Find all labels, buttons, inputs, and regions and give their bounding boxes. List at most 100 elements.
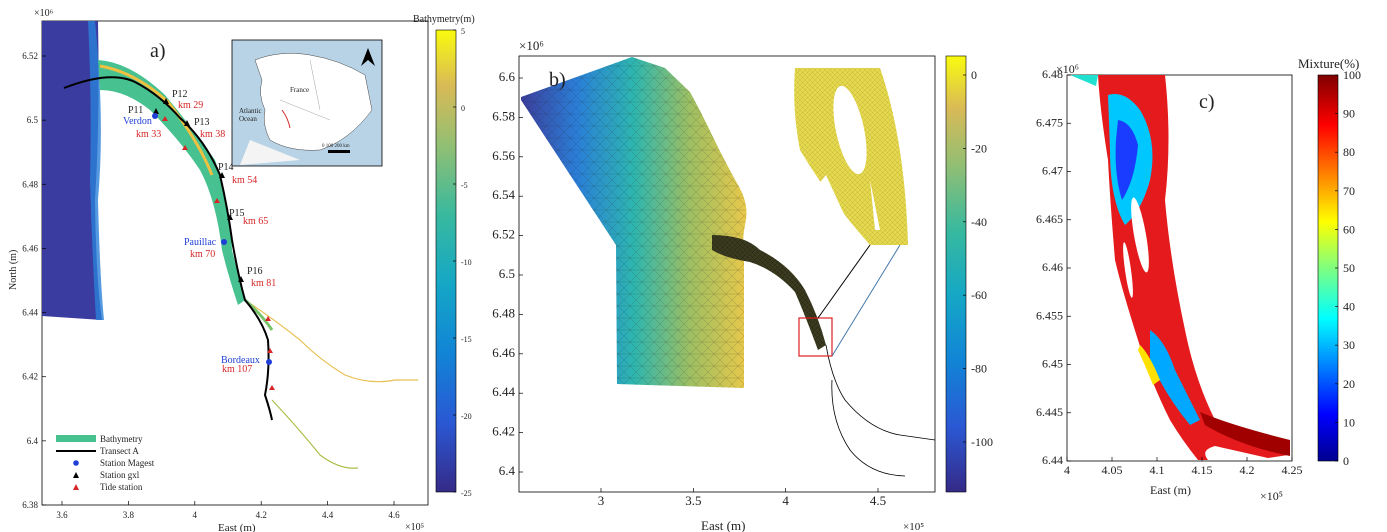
y-tick-label: 6.4 [27,436,39,446]
x-tick-label: 4 [193,510,198,520]
panel-b-label: b) [549,69,566,91]
panel-b: b) ×10⁶ ×10⁵ East (m) 3 3.5 4 4.5 6.4 6.42 6.4… [492,38,993,532]
place-pauillac: Pauillac [184,237,217,248]
tide-station-markers [162,116,275,390]
station-km-p16: km 81 [251,278,276,289]
station-p14 [219,172,225,178]
x-tick-label: 3.8 [123,510,135,520]
panel-c-colorbar-title: Mixture(%) [1298,56,1359,71]
colorbar-tick-label: 0 [461,104,465,113]
transect-a-line [63,76,273,421]
legend-label-transect: Transect A [100,446,139,456]
panel-a-exponent-x: ×10⁵ [405,522,424,532]
panel-b-zoom-box [798,317,833,357]
panel-c-xlabel: East (m) [1150,483,1191,497]
station-p16 [238,276,244,282]
place-pauillac-km: km 70 [190,249,215,260]
x-tick-label: 4.4 [322,510,334,520]
colorbar-tick-label: -5 [461,181,468,190]
y-tick-label: 6.52 [22,51,38,61]
station-p11 [153,108,159,114]
y-tick-label: 6.48 [1042,67,1063,81]
station-p15 [227,214,233,220]
north-arrow-icon [361,48,375,66]
legend-swatch-tide [73,484,79,490]
station-km-p12: km 29 [178,100,203,111]
colorbar-tick-label: 100 [1343,68,1361,82]
colorbar-tick-label: 30 [1343,338,1355,352]
panel-b-zoom-connector-2 [831,244,901,357]
x-tick-label: 3 [598,493,605,508]
legend-label-magest: Station Magest [100,458,155,468]
magest-station-markers [152,113,272,365]
panel-a-colorbar-title: Bathymetry(m) [413,14,475,25]
panel-a-legend: Bathymetry Transect A Station Magest Sta… [56,434,155,492]
station-label-p12: P12 [172,89,188,100]
panel-a: P11 P12 km 29 P13 km 38 P14 km 54 P15 km… [8,8,475,532]
y-tick-label: 6.445 [1036,405,1063,419]
colorbar-tick-label: 0 [1343,454,1349,468]
station-p13 [184,120,190,126]
colorbar-tick-label: 70 [1343,184,1355,198]
x-tick-label: 3.6 [56,510,68,520]
colorbar-tick-label: -100 [971,435,993,449]
panel-b-exponent-x: ×10⁵ [903,521,924,532]
colorbar-tick-label: -20 [971,141,987,155]
y-tick-label: 6.45 [1042,357,1063,371]
colorbar-tick-label: -25 [461,489,472,498]
colorbar-tick-label: -10 [461,258,472,267]
panel-c-exponent-y: ×10⁶ [1056,62,1079,76]
panel-c: c) ×10⁶ ×10⁵ East (m) Mixture(%) 4 4.05 4.… [1036,56,1361,503]
panel-b-colorbar [945,55,967,493]
inset-label-ocean-2: Ocean [239,115,257,123]
y-tick-label: 6.42 [492,424,515,439]
legend-label-gxl: Station gxl [100,470,140,480]
inset-label-ocean-1: Atlantic [239,107,262,115]
colorbar-tick-label: 0 [971,68,977,82]
panel-b-xlabel: East (m) [701,518,745,532]
panel-a-river-dordogne [271,399,359,469]
legend-label-tide: Tide station [100,482,143,492]
y-tick-label: 6.42 [22,372,38,382]
panel-a-xlabel: East (m) [218,522,256,532]
legend-label-bathymetry: Bathymetry [100,434,143,444]
panel-a-inset-map: France Atlantic Ocean 0 100 200 km [231,39,383,167]
panel-a-label: a) [150,40,166,62]
station-p12 [163,98,169,104]
colorbar-tick-label: 90 [1343,107,1355,121]
y-tick-label: 6.475 [1036,115,1063,129]
station-label-p16: P16 [247,266,263,277]
colorbar-tick-label: -20 [461,412,472,421]
y-tick-label: 6.46 [1042,260,1063,274]
panel-a-exponent-y: ×10⁶ [34,8,54,19]
y-tick-label: 6.46 [492,345,515,360]
y-tick-label: 6.46 [22,243,38,253]
station-label-p15: P15 [229,208,245,219]
y-tick-label: 6.54 [492,187,515,202]
legend-swatch-gxl [73,472,79,478]
colorbar-tick-label: 80 [1343,145,1355,159]
y-tick-label: 6.58 [492,108,515,123]
panel-b-river-lines [825,344,936,477]
colorbar-tick-label: 20 [1343,377,1355,391]
panel-c-label: c) [1199,91,1215,113]
x-tick-label: 4.25 [1282,463,1303,477]
y-tick-label: 6.48 [492,305,515,320]
place-verdon-km: km 33 [136,129,161,140]
y-tick-label: 6.38 [22,500,38,510]
panel-b-zoom-inset [794,68,908,245]
legend-swatch-magest [73,460,79,466]
x-tick-label: 4.6 [388,510,400,520]
inset-scale-label: 0 100 200 km [322,144,350,149]
panel-b-exponent-y: ×10⁶ [519,38,544,53]
colorbar-tick-label: -40 [971,215,987,229]
inset-scale-bar [328,150,350,153]
station-label-p13: P13 [194,117,210,128]
y-tick-label: 6.48 [22,179,38,189]
y-tick-label: 6.455 [1036,308,1063,322]
colorbar-tick-label: -80 [971,362,987,376]
station-markers [153,98,244,282]
y-tick-label: 6.44 [1042,453,1063,467]
y-tick-label: 6.44 [22,308,38,318]
y-tick-label: 6.4 [499,463,516,478]
